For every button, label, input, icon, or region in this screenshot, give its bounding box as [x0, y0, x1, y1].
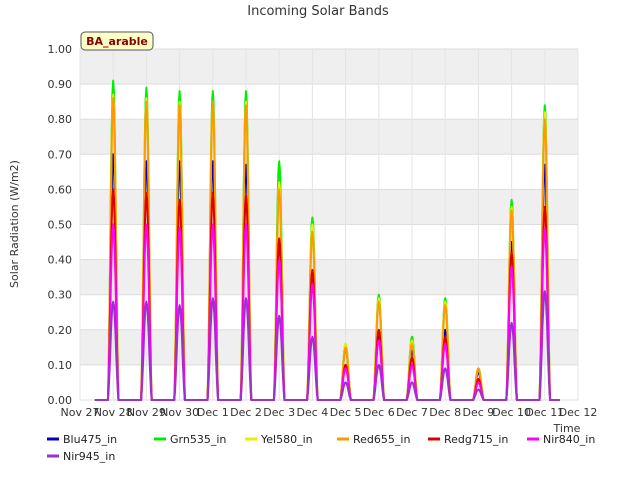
legend: Blu475_in Grn535_in Yel580_in Red655_in Redg… — [47, 433, 595, 463]
x-tick-label: Nov 27 — [61, 406, 100, 419]
grid-band — [80, 329, 578, 365]
y-tick-label: 0.60 — [48, 183, 73, 196]
x-tick-label: Dec 11 — [525, 406, 564, 419]
x-tick-label: Dec 6 — [363, 406, 395, 419]
y-tick-label: 0.20 — [48, 324, 73, 337]
grid-band — [80, 49, 578, 85]
chart-title: Incoming Solar Bands — [247, 4, 389, 19]
y-tick-label: 0.10 — [48, 359, 73, 372]
y-tick-label: 0.70 — [48, 148, 73, 161]
legend-label: Red655_in — [353, 433, 410, 446]
legend-label: Grn535_in — [170, 433, 226, 446]
y-tick-label: 0.00 — [48, 394, 73, 407]
legend-label: Blu475_in — [63, 433, 117, 446]
x-tick-label: Dec 10 — [492, 406, 531, 419]
legend-label: Redg715_in — [444, 433, 508, 446]
legend-label: Nir945_in — [63, 450, 115, 463]
legend-label: Nir840_in — [543, 433, 595, 446]
x-tick-label: Dec 3 — [263, 406, 295, 419]
x-tick-label: Dec 12 — [559, 406, 598, 419]
series-lines — [94, 79, 560, 401]
x-tick-label: Dec 2 — [230, 406, 262, 419]
x-tick-label: Nov 30 — [160, 406, 199, 419]
x-axis-label: Time — [553, 422, 581, 435]
x-tick-label: Dec 7 — [396, 406, 428, 419]
y-tick-label: 0.90 — [48, 78, 73, 91]
y-tick-label: 0.40 — [48, 254, 73, 267]
x-tick-label: Dec 5 — [330, 406, 362, 419]
y-axis-label: Solar Radiation (W/m2) — [8, 160, 21, 288]
series-line-Nir945_in — [94, 290, 560, 401]
legend-label: Yel580_in — [260, 433, 313, 446]
y-tick-label: 0.80 — [48, 113, 73, 126]
x-tick-label: Nov 29 — [127, 406, 166, 419]
x-tick-label: Dec 9 — [463, 406, 495, 419]
grid-band — [80, 259, 578, 295]
x-tick-label: Dec 4 — [297, 406, 329, 419]
grid-band — [80, 189, 578, 225]
station-label: BA_arable — [86, 35, 148, 48]
y-tick-label: 1.00 — [48, 43, 73, 56]
x-tick-label: Dec 8 — [429, 406, 461, 419]
x-tick-label: Nov 28 — [94, 406, 133, 419]
y-tick-label: 0.30 — [48, 289, 73, 302]
y-tick-label: 0.50 — [48, 219, 73, 232]
x-tick-label: Dec 1 — [197, 406, 229, 419]
station-label-badge: BA_arable — [80, 31, 154, 51]
grid-band — [80, 119, 578, 155]
y-tick-labels: 0.00 0.10 0.20 0.30 0.40 0.50 0.60 0.70 0.80 0.90… — [48, 43, 73, 407]
